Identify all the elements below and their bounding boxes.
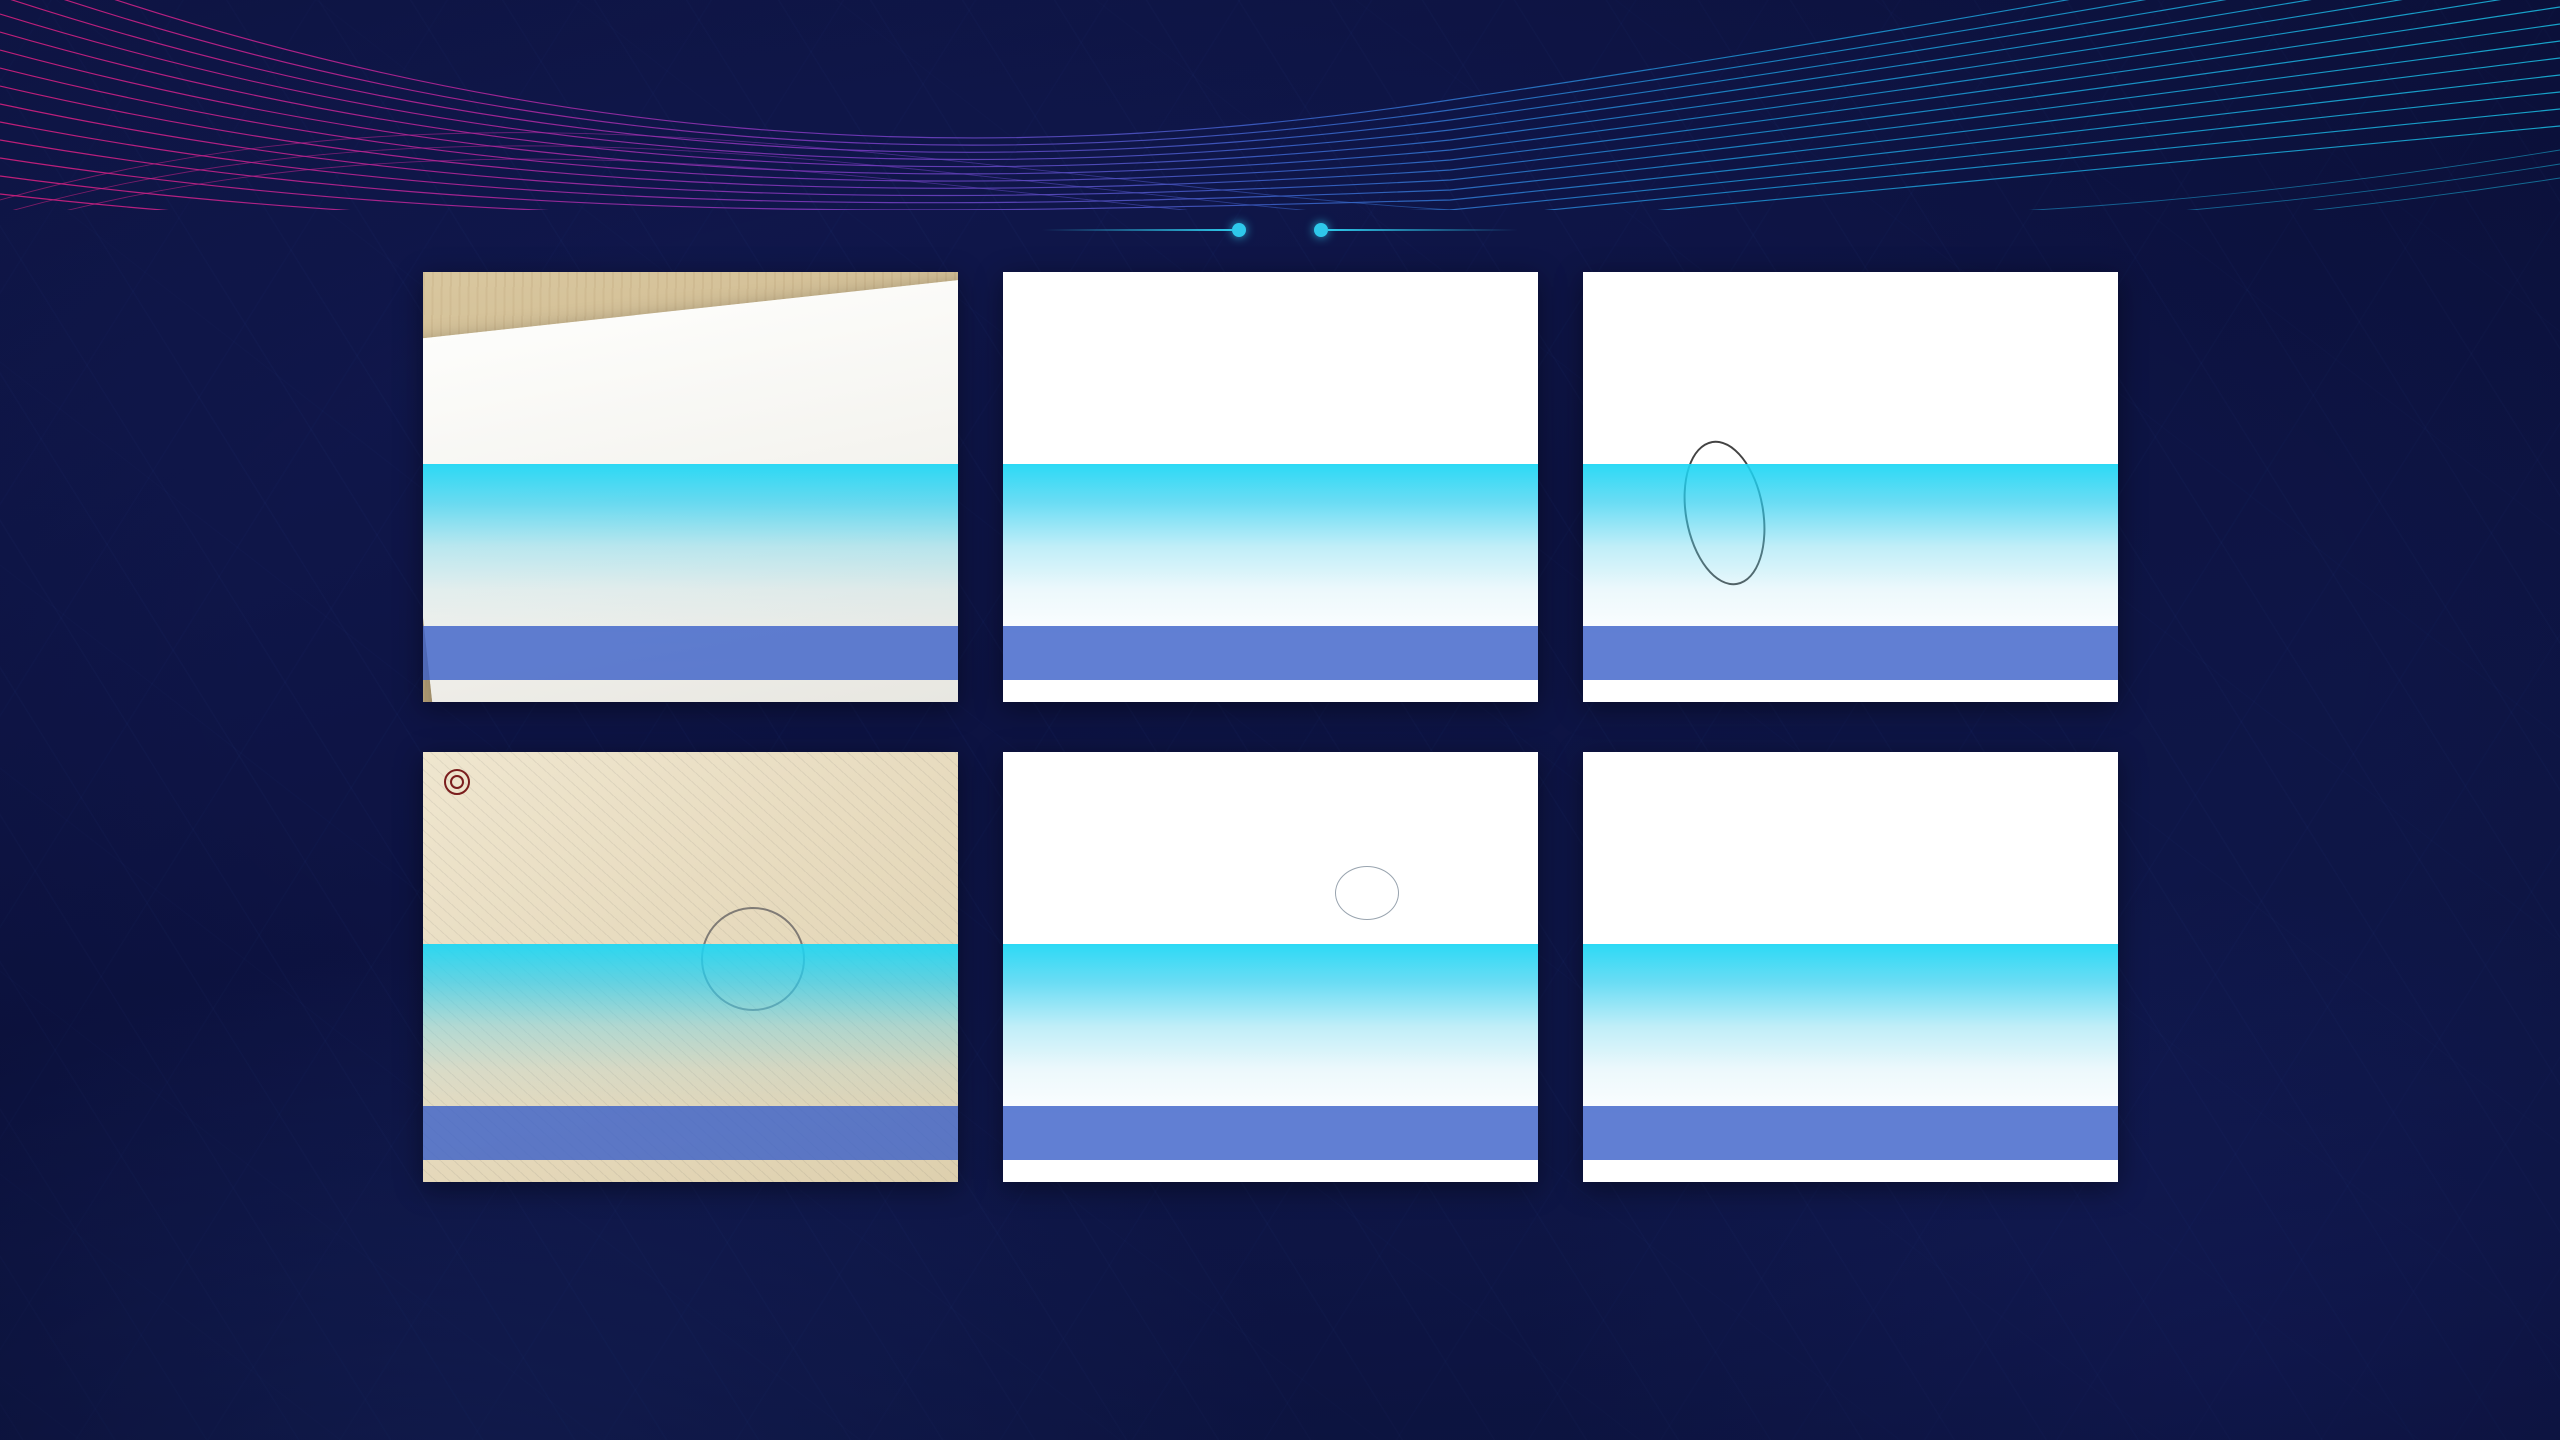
sample-card-dense-rows-cols[interactable]: [1583, 272, 2118, 702]
card-label-bar: [1003, 626, 1538, 680]
card-label-bar: [1583, 1106, 2118, 1160]
sample-card-remove-watermark[interactable]: [423, 752, 958, 1182]
sample-card-column-offset[interactable]: [1583, 752, 2118, 1182]
bank-logo: [444, 769, 475, 796]
subtitle-rule-left: [1042, 229, 1232, 231]
card-label-bar: [1003, 1106, 1538, 1160]
round-stamp-icon: [701, 906, 806, 1011]
sample-card-borderless[interactable]: [1003, 272, 1538, 702]
subtitle-row: [0, 198, 2560, 262]
round-stamp-icon: [1334, 865, 1399, 920]
subtitle-rule-right: [1328, 229, 1518, 231]
card-label-bar: [423, 1106, 958, 1160]
card-label-bar: [423, 626, 958, 680]
brand-logo: [2240, 42, 2520, 52]
subtitle-dot-left-icon: [1232, 223, 1246, 237]
bank-emblem-icon: [444, 769, 471, 796]
sample-card-multi-column-overlap[interactable]: [1003, 752, 1538, 1182]
subtitle-dot-right-icon: [1314, 223, 1328, 237]
header-wave-decoration: [0, 0, 2560, 210]
sample-card-rotation-offset[interactable]: [423, 272, 958, 702]
sample-card-grid: [423, 272, 2138, 1182]
card-label-bar: [1583, 626, 2118, 680]
